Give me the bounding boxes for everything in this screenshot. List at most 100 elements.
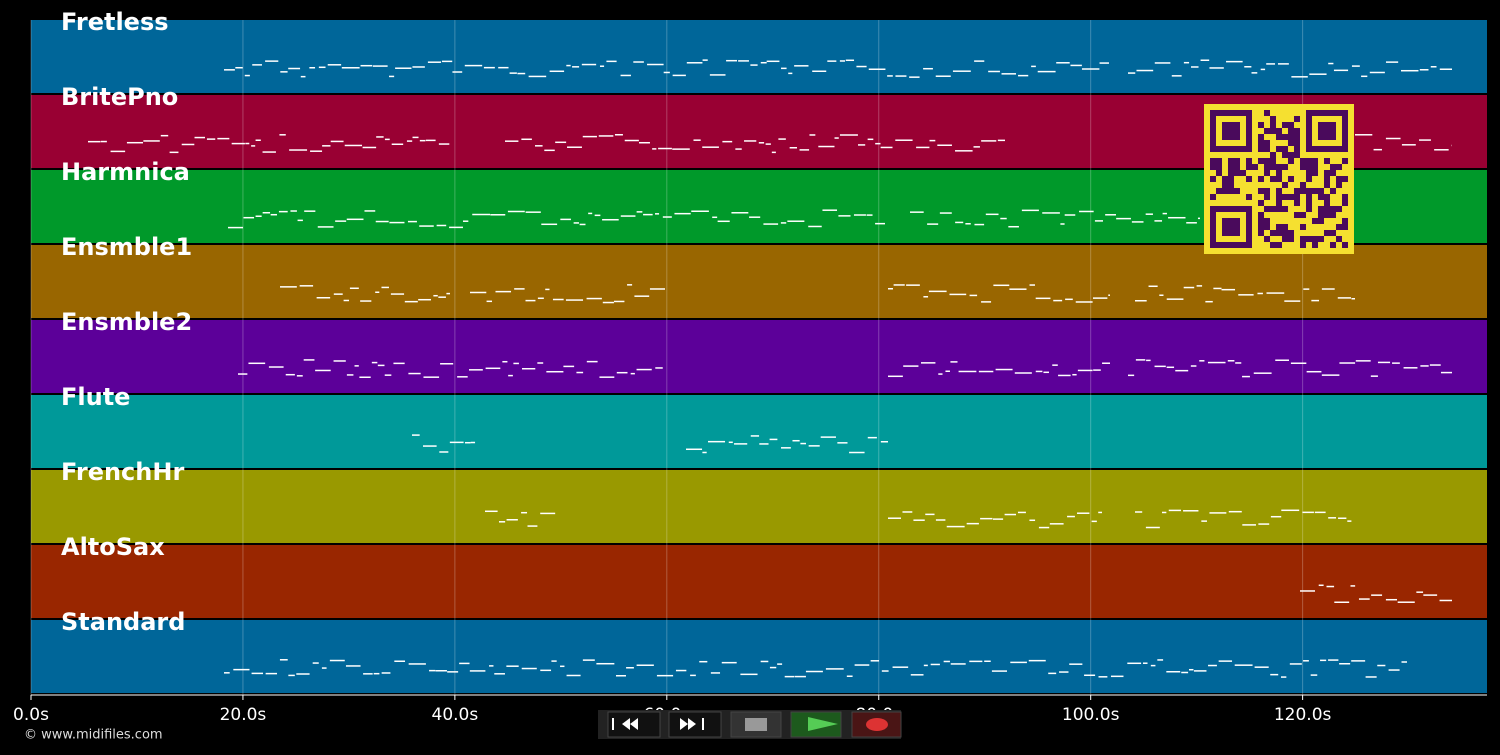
note <box>244 74 250 77</box>
note <box>626 667 634 669</box>
note <box>169 151 179 154</box>
note <box>1010 661 1027 664</box>
note <box>1028 659 1046 662</box>
rewind-button[interactable] <box>607 711 661 738</box>
note <box>1358 598 1370 600</box>
note <box>1168 509 1181 512</box>
note <box>750 435 760 437</box>
track-label: Ensmble1 <box>61 233 192 261</box>
qr-cell <box>1264 224 1270 230</box>
note <box>408 372 421 375</box>
note <box>722 140 733 143</box>
note <box>1321 374 1340 376</box>
note <box>217 137 230 140</box>
note <box>1385 61 1399 63</box>
note <box>602 218 619 221</box>
note <box>423 445 437 447</box>
qr-cell <box>1306 206 1312 212</box>
qr-cell <box>1300 212 1306 218</box>
note <box>672 74 686 77</box>
note <box>1128 72 1136 74</box>
note <box>820 436 836 438</box>
note <box>1037 70 1056 73</box>
note <box>304 210 316 212</box>
note <box>412 434 420 436</box>
qr-cell <box>1312 158 1318 164</box>
qr-cell <box>1294 116 1300 122</box>
qr-cell <box>1288 194 1294 200</box>
qr-code <box>1204 104 1354 254</box>
play-button[interactable] <box>790 711 842 738</box>
qr-cell <box>1342 218 1348 224</box>
note <box>655 367 663 369</box>
note <box>923 67 933 70</box>
note <box>395 67 412 69</box>
qr-cell <box>1276 200 1282 206</box>
note <box>1392 362 1400 364</box>
note <box>438 296 446 298</box>
note <box>1135 359 1146 361</box>
record-button[interactable] <box>851 711 902 738</box>
qr-cell <box>1258 188 1264 194</box>
note <box>760 61 767 64</box>
track-lane <box>31 620 1487 693</box>
note <box>1064 214 1076 216</box>
note <box>656 674 674 677</box>
note <box>262 151 276 153</box>
qr-finder <box>1222 218 1240 236</box>
note <box>1099 62 1109 64</box>
note <box>1049 523 1064 525</box>
note <box>349 287 359 290</box>
note <box>663 71 670 74</box>
stop-button[interactable] <box>730 711 782 738</box>
qr-cell <box>1270 152 1276 158</box>
qr-cell <box>1264 146 1270 152</box>
tick-label: 0.0s <box>13 705 49 725</box>
note <box>1401 144 1416 146</box>
qr-cell <box>1270 242 1276 248</box>
note <box>231 142 245 145</box>
note <box>952 70 971 72</box>
note <box>1397 601 1415 603</box>
note <box>1209 67 1224 69</box>
note <box>514 288 525 290</box>
qr-cell <box>1270 122 1276 128</box>
qr-cell <box>1306 164 1312 170</box>
note <box>582 659 595 661</box>
note <box>1060 223 1065 225</box>
note <box>794 65 809 67</box>
qr-cell <box>1228 170 1234 176</box>
note <box>870 660 880 662</box>
qr-cell <box>1276 134 1282 140</box>
note <box>586 360 598 363</box>
forward-button[interactable] <box>668 711 722 738</box>
note <box>652 148 657 150</box>
note <box>728 441 733 444</box>
note <box>371 361 378 364</box>
note <box>735 148 742 150</box>
note <box>429 669 436 672</box>
note <box>464 441 471 444</box>
qr-cell <box>1324 230 1330 236</box>
qr-cell <box>1258 200 1264 206</box>
note <box>781 447 791 449</box>
note <box>649 288 665 290</box>
note <box>1309 73 1327 75</box>
note <box>1035 370 1043 373</box>
qr-cell <box>1276 188 1282 194</box>
note <box>389 75 395 78</box>
note <box>1098 511 1102 514</box>
note <box>537 297 544 300</box>
note <box>721 661 737 664</box>
note <box>576 371 584 374</box>
note <box>1351 660 1366 662</box>
note <box>1154 62 1171 64</box>
qr-cell <box>1252 164 1258 170</box>
note <box>769 438 778 441</box>
note <box>373 672 380 675</box>
note <box>1350 585 1356 587</box>
note <box>974 60 985 62</box>
qr-cell <box>1276 128 1282 134</box>
qr-cell <box>1324 170 1330 176</box>
